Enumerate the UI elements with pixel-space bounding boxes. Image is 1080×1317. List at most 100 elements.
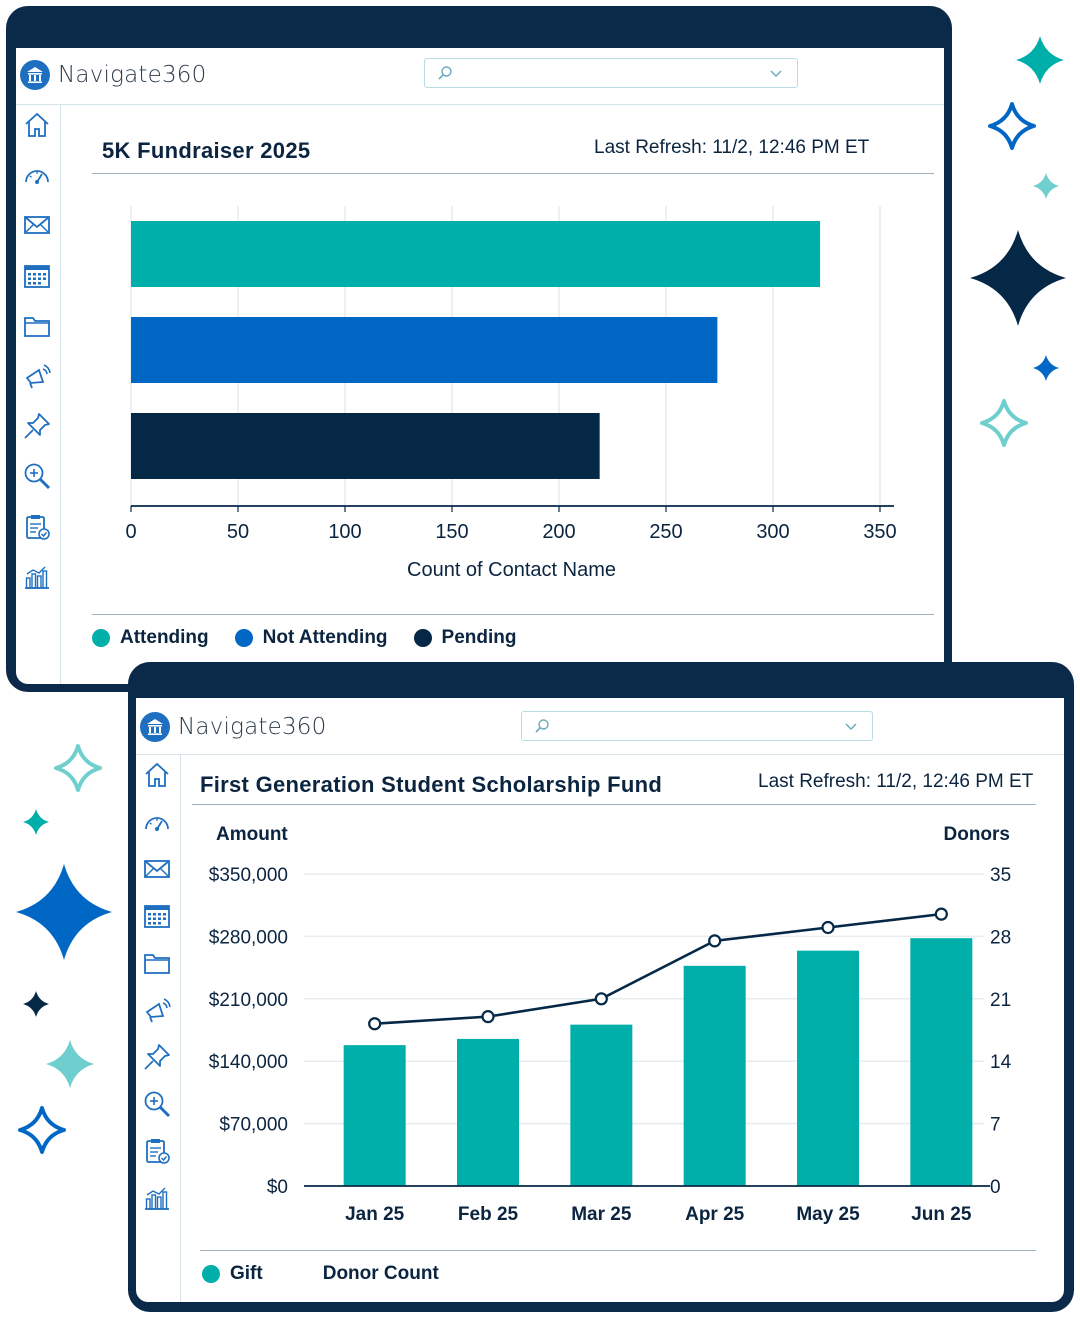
x-tick-label: May 25 xyxy=(796,1204,860,1225)
search-icon xyxy=(438,66,452,80)
brand-name: Navigate360 xyxy=(58,62,207,88)
sparkle-icon xyxy=(23,809,49,835)
last-refresh-text: Last Refresh: 11/2, 12:46 PM ET xyxy=(594,137,870,158)
bar-chart-icon[interactable] xyxy=(142,1183,172,1213)
x-tick-label: 100 xyxy=(328,521,361,543)
sparkle-icon xyxy=(988,102,1036,150)
legend-item[interactable]: Pending xyxy=(413,627,517,649)
x-tick-label: 350 xyxy=(863,521,896,543)
point-donor-count[interactable] xyxy=(368,1017,382,1031)
divider xyxy=(92,173,934,174)
bar-gift-mar-25[interactable] xyxy=(570,1024,633,1186)
y-tick-label-left: $70,000 xyxy=(219,1115,288,1136)
legend-label: Attending xyxy=(120,627,209,648)
legend-label: Gift xyxy=(230,1263,263,1284)
search-icon xyxy=(535,719,549,733)
y-tick-label-left: $280,000 xyxy=(209,927,288,948)
bar-gift-may-25[interactable] xyxy=(797,950,859,1186)
chevron-down-icon[interactable] xyxy=(769,66,783,80)
sparkle-icon xyxy=(1033,355,1059,381)
brand[interactable]: Navigate360 xyxy=(20,60,206,90)
y-axis-left-title: Amount xyxy=(216,824,288,845)
bar-gift-jan-25[interactable] xyxy=(343,1045,406,1186)
navigate360-logo-icon xyxy=(140,712,170,742)
legend-swatch xyxy=(234,629,253,647)
x-tick-label: 0 xyxy=(125,521,136,543)
home-icon[interactable] xyxy=(142,760,172,790)
clipboard-check-icon[interactable] xyxy=(142,1136,172,1166)
mail-icon[interactable] xyxy=(22,210,52,240)
folder-icon[interactable] xyxy=(142,948,172,978)
bar-chart-icon[interactable] xyxy=(22,562,52,592)
x-tick-label: 300 xyxy=(756,521,789,543)
sparkle-icon xyxy=(1016,36,1064,84)
zoom-search-icon[interactable] xyxy=(22,461,52,491)
bar-gift-apr-25[interactable] xyxy=(683,965,746,1186)
y-axis-right-title: Donors xyxy=(944,824,1011,845)
page-title: 5K Fundraiser 2025 xyxy=(102,138,311,163)
y-tick-label-left: $210,000 xyxy=(209,990,288,1011)
top-bar: Navigate360 xyxy=(136,698,1064,755)
legend-swatch xyxy=(413,629,432,647)
mail-icon[interactable] xyxy=(142,854,172,884)
folder-icon[interactable] xyxy=(22,311,52,341)
search-input[interactable] xyxy=(521,711,873,741)
x-tick-label: 150 xyxy=(435,521,468,543)
x-tick-label: 50 xyxy=(227,521,249,543)
point-donor-count[interactable] xyxy=(821,920,835,935)
chart-legend: Attending Not Attending Pending xyxy=(92,627,542,649)
zoom-search-icon[interactable] xyxy=(142,1089,172,1119)
megaphone-icon[interactable] xyxy=(22,361,52,391)
point-donor-count[interactable] xyxy=(594,992,608,1006)
legend-item[interactable]: Donor Count xyxy=(323,1263,439,1285)
point-donor-count[interactable] xyxy=(708,934,722,948)
pin-icon[interactable] xyxy=(22,411,52,441)
sidebar-nav xyxy=(16,104,61,684)
brand[interactable]: Navigate360 xyxy=(140,712,326,742)
legend-item[interactable]: Gift xyxy=(202,1263,263,1285)
bar-gift-feb-25[interactable] xyxy=(457,1038,519,1186)
legend-label: Donor Count xyxy=(322,1263,439,1284)
sidebar-nav xyxy=(136,754,181,1302)
point-donor-count[interactable] xyxy=(934,907,948,921)
horizontal-bar-chart: 0 50 100 150 200 250 300 350 Count of Contact Na… xyxy=(125,206,897,581)
calendar-icon[interactable] xyxy=(22,261,52,291)
sparkle-icon xyxy=(1033,173,1059,199)
y-tick-label-left: $140,000 xyxy=(209,1052,288,1073)
x-tick-label: 200 xyxy=(542,521,575,543)
y-tick-label-right: 35 xyxy=(990,865,1011,886)
legend-swatch xyxy=(202,1265,220,1283)
page-title: First Generation Student Scholarship Fun… xyxy=(200,772,663,797)
bar-not-attending[interactable] xyxy=(131,317,718,383)
clipboard-check-icon[interactable] xyxy=(22,512,52,542)
home-icon[interactable] xyxy=(22,110,52,140)
legend-item[interactable]: Attending xyxy=(92,627,209,649)
top-bar: Navigate360 xyxy=(16,48,944,105)
calendar-icon[interactable] xyxy=(142,901,172,931)
bar-gift-jun-25[interactable] xyxy=(910,938,973,1186)
dashboard-gauge-icon[interactable] xyxy=(22,160,52,190)
divider xyxy=(92,614,934,615)
chart-legend: Gift Donor Count xyxy=(202,1263,465,1285)
dashboard-window-scholarship: Navigate360 First Generation Student Sch… xyxy=(128,662,1074,1312)
sparkle-icon xyxy=(970,230,1066,326)
x-tick-label: Jan 25 xyxy=(345,1204,405,1225)
legend-label: Pending xyxy=(441,627,517,648)
search-input[interactable] xyxy=(424,58,798,88)
sparkle-icon xyxy=(23,991,49,1017)
dashboard-gauge-icon[interactable] xyxy=(142,807,172,837)
y-tick-label-right: 14 xyxy=(990,1052,1012,1073)
megaphone-icon[interactable] xyxy=(142,995,172,1025)
point-donor-count[interactable] xyxy=(481,1010,495,1024)
chevron-down-icon[interactable] xyxy=(844,719,858,733)
bar-pending[interactable] xyxy=(131,413,600,479)
legend-label: Not Attending xyxy=(262,627,388,648)
y-tick-label-left: $350,000 xyxy=(209,865,288,886)
bar-attending[interactable] xyxy=(131,221,821,287)
sparkle-icon xyxy=(46,1040,94,1088)
pin-icon[interactable] xyxy=(142,1042,172,1072)
legend-item[interactable]: Not Attending xyxy=(234,627,388,649)
x-axis-title: Count of Contact Name xyxy=(407,559,616,581)
x-tick-label: 250 xyxy=(649,521,682,543)
navigate360-logo-icon xyxy=(20,60,50,90)
